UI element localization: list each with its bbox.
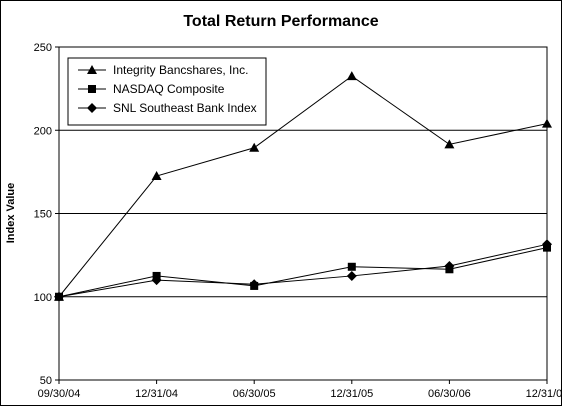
x-tick-label: 06/30/06 [428, 388, 471, 400]
data-point-square [347, 262, 356, 271]
y-tick-label: 100 [34, 292, 52, 304]
legend-label: Integrity Bancshares, Inc. [113, 63, 248, 77]
x-tick-label: 06/30/05 [233, 388, 276, 400]
series-line [58, 247, 548, 298]
data-point-triangle [444, 139, 455, 149]
x-tick-label: 12/31/06 [526, 388, 561, 400]
legend-box [67, 57, 267, 126]
data-point-diamond [542, 239, 552, 250]
legend: Integrity Bancshares, Inc. NASDAQ Composi… [67, 57, 267, 126]
tick-labels: 50 100 150 200 250 09/30/04 12/31/04 06/30/05 12… [34, 42, 562, 400]
legend-marker-diamond [87, 103, 97, 113]
legend-marker-triangle [87, 65, 97, 74]
y-tick-label: 200 [34, 125, 52, 137]
series-line [58, 75, 548, 298]
series-line [58, 243, 548, 298]
legend-label: SNL Southeast Bank Index [113, 101, 257, 115]
y-tick-label: 50 [40, 375, 52, 387]
legend-item: NASDAQ Composite [78, 82, 225, 96]
x-tick-label: 09/30/04 [38, 388, 81, 400]
data-point-diamond [54, 291, 64, 302]
data-point-triangle [249, 142, 260, 152]
data-series [54, 71, 552, 302]
x-tick-label: 12/31/04 [135, 388, 178, 400]
data-point-diamond [151, 275, 162, 286]
y-tick-label: 250 [34, 42, 52, 54]
legend-label: NASDAQ Composite [113, 82, 225, 96]
legend-item: SNL Southeast Bank Index [78, 101, 257, 115]
y-axis-label: Index Value [5, 183, 17, 244]
data-point-diamond [249, 279, 260, 290]
legend-item: Integrity Bancshares, Inc. [78, 63, 248, 77]
data-point-diamond [346, 270, 357, 281]
series-2 [54, 239, 552, 302]
data-point-triangle [151, 171, 162, 181]
chart-title: Total Return Performance [183, 13, 378, 30]
plot-area-border [58, 46, 548, 381]
data-point-triangle [542, 118, 552, 128]
data-point-diamond [444, 260, 455, 271]
y-tick-label: 150 [34, 209, 52, 221]
legend-marker-square [88, 85, 96, 93]
data-point-triangle [346, 71, 357, 81]
x-tick-label: 12/31/05 [330, 388, 373, 400]
series-1 [55, 243, 551, 301]
